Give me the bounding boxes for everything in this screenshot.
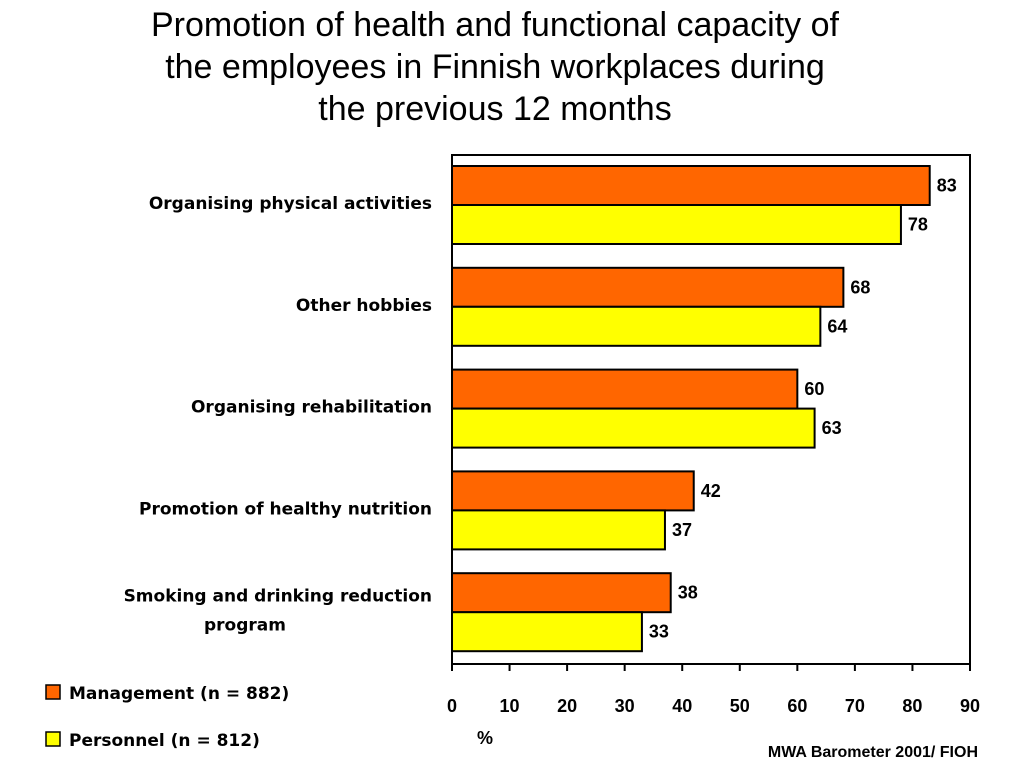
- data-label: 37: [672, 520, 692, 540]
- category-label: program: [204, 616, 286, 636]
- category-label: Organising rehabilitation: [191, 398, 432, 418]
- x-tick-label: 50: [730, 696, 750, 716]
- x-tick-label: 90: [960, 696, 980, 716]
- data-label: 78: [908, 215, 928, 235]
- data-label: 83: [937, 176, 957, 196]
- bar: [451, 368, 799, 410]
- data-label: 64: [827, 316, 847, 336]
- bar: [451, 165, 931, 206]
- bar: [451, 470, 695, 512]
- bar: [451, 407, 816, 449]
- data-label: 60: [804, 379, 824, 399]
- bar: [451, 305, 822, 347]
- x-tick-label: 30: [615, 696, 635, 716]
- x-tick-label: 80: [902, 696, 922, 716]
- bar: [451, 204, 902, 245]
- data-label: 38: [678, 583, 698, 603]
- data-label: 68: [850, 277, 870, 297]
- legend-swatch: [45, 684, 61, 700]
- x-axis-label: %: [477, 728, 493, 748]
- chart-title: Promotion of health and functional capac…: [40, 4, 950, 130]
- category-label: Organising physical activities: [149, 194, 432, 214]
- x-tick-label: 20: [557, 696, 577, 716]
- data-label: 42: [701, 481, 721, 501]
- data-label: 63: [822, 418, 842, 438]
- legend-label: Management (n = 882): [69, 684, 289, 704]
- bar: [451, 611, 643, 653]
- x-tick-label: 10: [500, 696, 520, 716]
- category-label: Smoking and drinking reduction: [124, 587, 432, 607]
- source-note: MWA Barometer 2001/ FIOH: [767, 744, 978, 761]
- title-line-1: Promotion of health and functional capac…: [151, 6, 839, 44]
- x-tick-label: 0: [447, 696, 457, 716]
- title-line-2: the employees in Finnish workplaces duri…: [165, 48, 825, 86]
- bar: [451, 509, 666, 551]
- bar: [451, 266, 845, 308]
- category-label: Other hobbies: [296, 296, 432, 316]
- bar: [451, 572, 672, 614]
- category-label: Promotion of healthy nutrition: [139, 499, 432, 519]
- legend-swatch: [45, 731, 61, 747]
- title-line-3: the previous 12 months: [318, 90, 672, 128]
- x-tick-label: 60: [787, 696, 807, 716]
- data-label: 33: [649, 622, 669, 642]
- x-tick-label: 70: [845, 696, 865, 716]
- x-tick-label: 40: [672, 696, 692, 716]
- legend-label: Personnel (n = 812): [69, 731, 260, 751]
